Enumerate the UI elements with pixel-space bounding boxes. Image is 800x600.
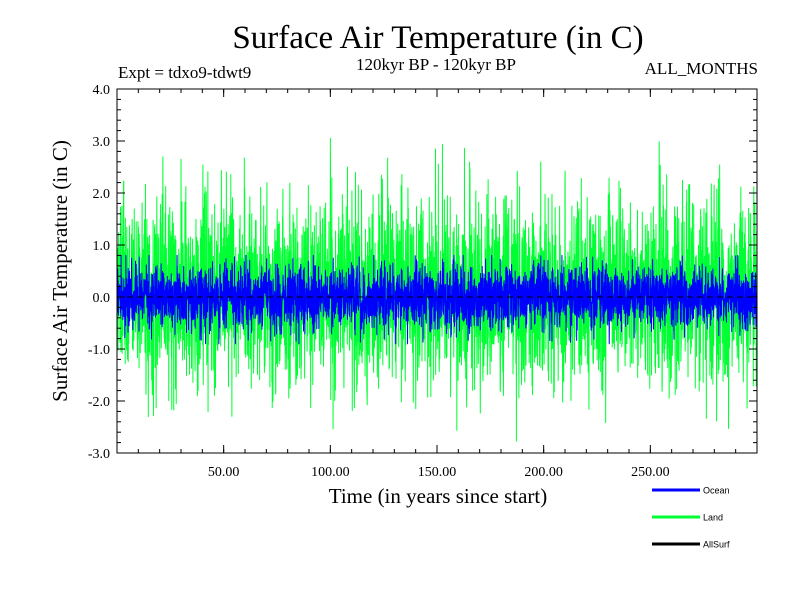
experiment-label: Expt = tdxo9-tdwt9 bbox=[118, 63, 251, 82]
y-axis-label: Surface Air Temperature (in C) bbox=[48, 140, 72, 402]
season-label: ALL_MONTHS bbox=[645, 59, 758, 78]
y-tick-label: -1.0 bbox=[88, 343, 110, 358]
legend-label-ocean: Ocean bbox=[703, 486, 730, 496]
x-tick-label: 150.00 bbox=[418, 465, 457, 480]
y-tick-label: 3.0 bbox=[93, 135, 111, 150]
legend-label-allsurf: AllSurf bbox=[703, 540, 730, 550]
x-axis-label: Time (in years since start) bbox=[329, 484, 548, 508]
y-tick-label: 1.0 bbox=[93, 239, 111, 254]
legend-label-land: Land bbox=[703, 513, 723, 523]
y-tick-label: 4.0 bbox=[93, 83, 111, 98]
x-tick-label: 50.00 bbox=[208, 465, 240, 480]
legend: Ocean Land AllSurf bbox=[652, 486, 730, 550]
y-tick-label: -2.0 bbox=[88, 395, 110, 410]
plot-area bbox=[116, 88, 758, 454]
y-axis: 4.0 3.0 2.0 1.0 0.0 -1.0 -2.0 -3.0 bbox=[88, 83, 757, 462]
y-tick-label: 0.0 bbox=[93, 291, 111, 306]
y-tick-label: -3.0 bbox=[88, 447, 110, 462]
x-axis: 50.00 100.00 150.00 200.00 250.00 bbox=[137, 89, 737, 480]
series-line-ocean bbox=[116, 254, 758, 345]
chart-subtitle: 120kyr BP - 120kyr BP bbox=[356, 55, 516, 74]
chart-title: Surface Air Temperature (in C) bbox=[232, 20, 643, 56]
x-tick-label: 250.00 bbox=[631, 465, 670, 480]
x-tick-label: 100.00 bbox=[311, 465, 350, 480]
y-tick-label: 2.0 bbox=[93, 187, 111, 202]
x-tick-label: 200.00 bbox=[524, 465, 563, 480]
